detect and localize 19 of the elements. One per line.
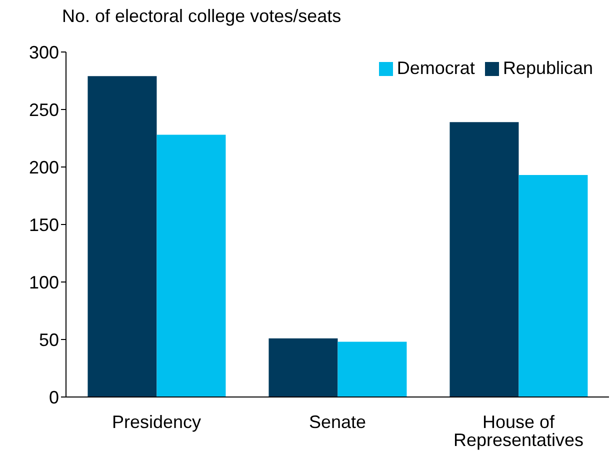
bar bbox=[268, 338, 338, 397]
bar bbox=[518, 175, 588, 397]
y-tick-label: 300 bbox=[28, 42, 59, 62]
bar bbox=[156, 134, 226, 397]
y-tick-label: 100 bbox=[28, 272, 59, 292]
x-tick-label: Senate bbox=[308, 412, 366, 432]
legend-label: Republican bbox=[502, 58, 593, 78]
y-tick-label: 150 bbox=[28, 214, 59, 235]
legend-label: Democrat bbox=[396, 58, 475, 78]
y-tick-label: 250 bbox=[28, 100, 59, 120]
y-tick-label: 0 bbox=[48, 387, 59, 408]
bar bbox=[88, 76, 157, 397]
bar bbox=[338, 342, 407, 397]
x-tick-label: Presidency bbox=[112, 412, 202, 432]
y-axis-title: No. of electoral college votes/seats bbox=[62, 6, 342, 27]
y-tick-label: 50 bbox=[38, 330, 59, 350]
y-tick-label: 200 bbox=[28, 157, 59, 178]
x-tick-label: House of Representatives bbox=[453, 412, 584, 450]
bar bbox=[450, 122, 519, 397]
